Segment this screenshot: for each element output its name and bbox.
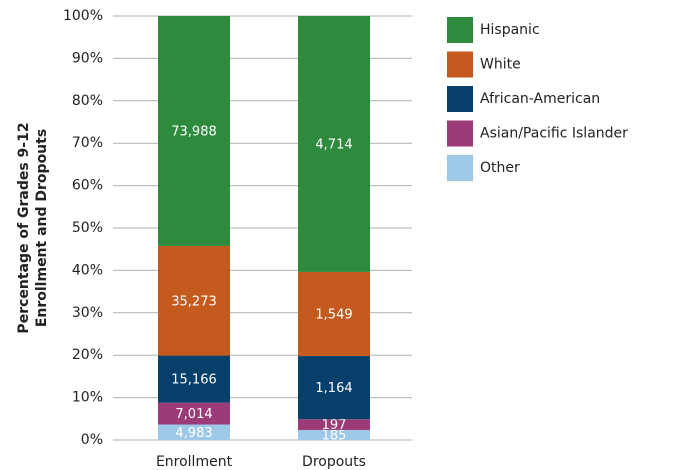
legend-label: Hispanic — [480, 22, 540, 38]
bar-segment — [158, 16, 230, 246]
value-label: 4,983 — [175, 426, 212, 441]
legend-label: Other — [480, 160, 520, 176]
y-axis-label: Enrollment and Dropouts — [34, 129, 50, 327]
y-tick-label: 70% — [72, 135, 103, 151]
bar-segment — [158, 402, 230, 425]
y-tick-label: 30% — [72, 305, 103, 321]
value-label: 1,549 — [315, 308, 352, 323]
legend-label: Asian/Pacific Islander — [480, 126, 628, 142]
value-label: 73,988 — [171, 124, 217, 139]
y-tick-label: 50% — [72, 220, 103, 236]
y-tick-label: 60% — [72, 178, 103, 194]
y-tick-label: 10% — [72, 390, 103, 406]
legend-swatch — [447, 155, 473, 181]
x-tick-label: Enrollment — [156, 454, 233, 470]
bar-segment — [298, 429, 370, 440]
value-label: 7,014 — [175, 407, 212, 422]
legend-swatch — [447, 120, 473, 147]
y-tick-label: 100% — [63, 8, 103, 24]
bar-segment — [298, 16, 370, 272]
y-tick-label: 80% — [72, 93, 103, 109]
value-label: 15,166 — [171, 373, 217, 388]
bar-segment — [298, 356, 370, 420]
y-tick-label: 90% — [72, 50, 103, 66]
y-axis-label: Percentage of Grades 9-12 — [16, 122, 32, 333]
legend-swatch — [447, 51, 473, 78]
bar-segment — [298, 419, 370, 430]
legend-label: White — [480, 57, 521, 73]
y-tick-label: 40% — [72, 262, 103, 278]
value-label: 4,714 — [315, 137, 352, 152]
legend-swatch — [447, 17, 473, 43]
legend-swatch — [447, 86, 473, 112]
legend-label: African-American — [480, 91, 600, 107]
y-tick-label: 20% — [72, 347, 103, 363]
bar-segment — [158, 355, 230, 403]
bar-segment — [158, 245, 230, 356]
value-label: 1,164 — [315, 381, 352, 396]
value-label: 197 — [322, 418, 347, 433]
bar-segment — [298, 271, 370, 357]
value-label: 185 — [322, 428, 347, 443]
value-label: 35,273 — [171, 294, 217, 309]
y-tick-label: 0% — [81, 432, 103, 448]
x-tick-label: Dropouts — [302, 454, 366, 470]
bar-segment — [158, 424, 230, 440]
